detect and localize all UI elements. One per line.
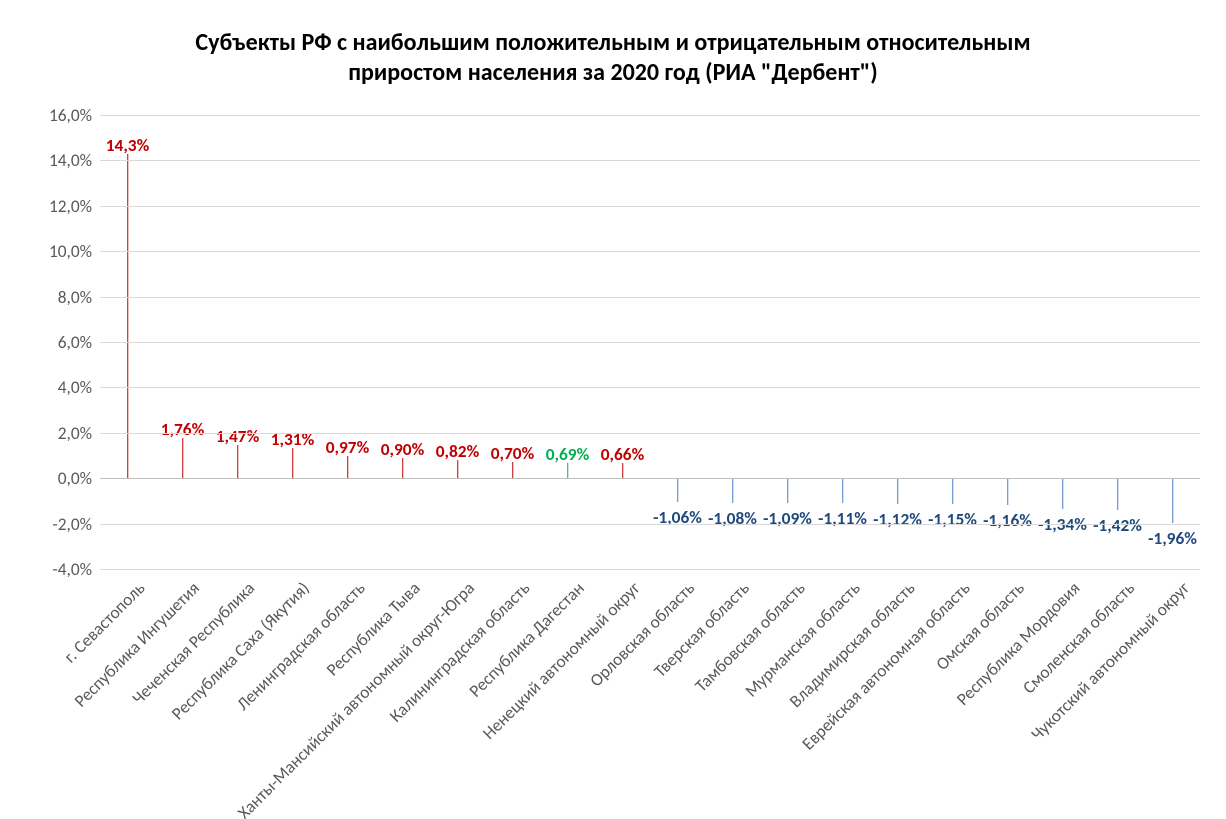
- bar-value-label: -1,15%: [928, 508, 977, 530]
- gridline: [100, 433, 1200, 434]
- x-tick-label: Тверская область: [649, 577, 754, 682]
- bar: [567, 463, 569, 479]
- gridline: [100, 160, 1200, 161]
- bar-value-label: -1,16%: [983, 509, 1032, 531]
- y-tick-label: 4,0%: [58, 376, 100, 398]
- bar-value-label: -1,12%: [873, 508, 922, 530]
- gridline: [100, 206, 1200, 207]
- bar: [1007, 478, 1009, 504]
- chart-container: Субъекты РФ с наибольшим положительным и…: [0, 0, 1226, 819]
- bar: [1172, 478, 1174, 522]
- bar: [127, 154, 129, 479]
- y-tick-label: 16,0%: [49, 104, 100, 126]
- bar: [1117, 478, 1119, 510]
- bar-value-label: 0,69%: [546, 443, 589, 465]
- bar-value-label: -1,06%: [653, 506, 702, 528]
- bar: [292, 448, 294, 478]
- gridline: [100, 297, 1200, 298]
- bar-value-label: 14,3%: [106, 134, 149, 156]
- bar-value-label: -1,08%: [708, 507, 757, 529]
- gridline: [100, 387, 1200, 388]
- y-tick-label: 10,0%: [49, 240, 100, 262]
- bar-value-label: 0,66%: [601, 443, 644, 465]
- y-tick-label: 0,0%: [58, 467, 100, 489]
- bar: [512, 462, 514, 478]
- y-tick-label: 6,0%: [58, 331, 100, 353]
- bar-value-label: 0,70%: [491, 442, 534, 464]
- y-tick-label: 14,0%: [49, 149, 100, 171]
- bar-value-label: 1,76%: [161, 418, 204, 440]
- y-tick-label: 8,0%: [58, 286, 100, 308]
- gridline: [100, 115, 1200, 116]
- bar-value-label: -1,42%: [1093, 514, 1142, 536]
- bar: [457, 460, 459, 479]
- gridline: [100, 524, 1200, 525]
- bar-value-label: 0,97%: [326, 436, 369, 458]
- chart-title: Субъекты РФ с наибольшим положительным и…: [0, 28, 1226, 88]
- x-tick-label: Республика Тыва: [321, 577, 424, 680]
- bar: [622, 463, 624, 478]
- y-tick-label: 2,0%: [58, 422, 100, 444]
- bar: [842, 478, 844, 503]
- bar: [237, 445, 239, 478]
- bar-value-label: -1,11%: [818, 507, 867, 529]
- bar: [677, 478, 679, 502]
- bar-value-label: -1,09%: [763, 507, 812, 529]
- bar-value-label: 1,31%: [271, 428, 314, 450]
- bar: [732, 478, 734, 503]
- bar: [952, 478, 954, 504]
- bar-value-label: -1,96%: [1148, 527, 1197, 549]
- bar-value-label: 1,47%: [216, 425, 259, 447]
- bar: [897, 478, 899, 503]
- y-tick-label: 12,0%: [49, 195, 100, 217]
- gridline: [100, 342, 1200, 343]
- x-axis: г. СевастопольРеспублика ИнгушетияЧеченс…: [100, 569, 1200, 819]
- plot-area: 14,3% 1,76% 1,47% 1,31% 0,97% 0,90% 0,82% 0,70%…: [100, 115, 1200, 569]
- y-tick-label: -4,0%: [52, 558, 100, 580]
- bar-value-label: 0,82%: [436, 440, 479, 462]
- bar: [402, 458, 404, 478]
- gridline: [100, 251, 1200, 252]
- gridline: [100, 478, 1200, 479]
- bar: [182, 438, 184, 478]
- bar: [1062, 478, 1064, 508]
- bar-value-label: 0,90%: [381, 438, 424, 460]
- bar: [787, 478, 789, 503]
- y-tick-label: -2,0%: [52, 513, 100, 535]
- bar: [347, 456, 349, 478]
